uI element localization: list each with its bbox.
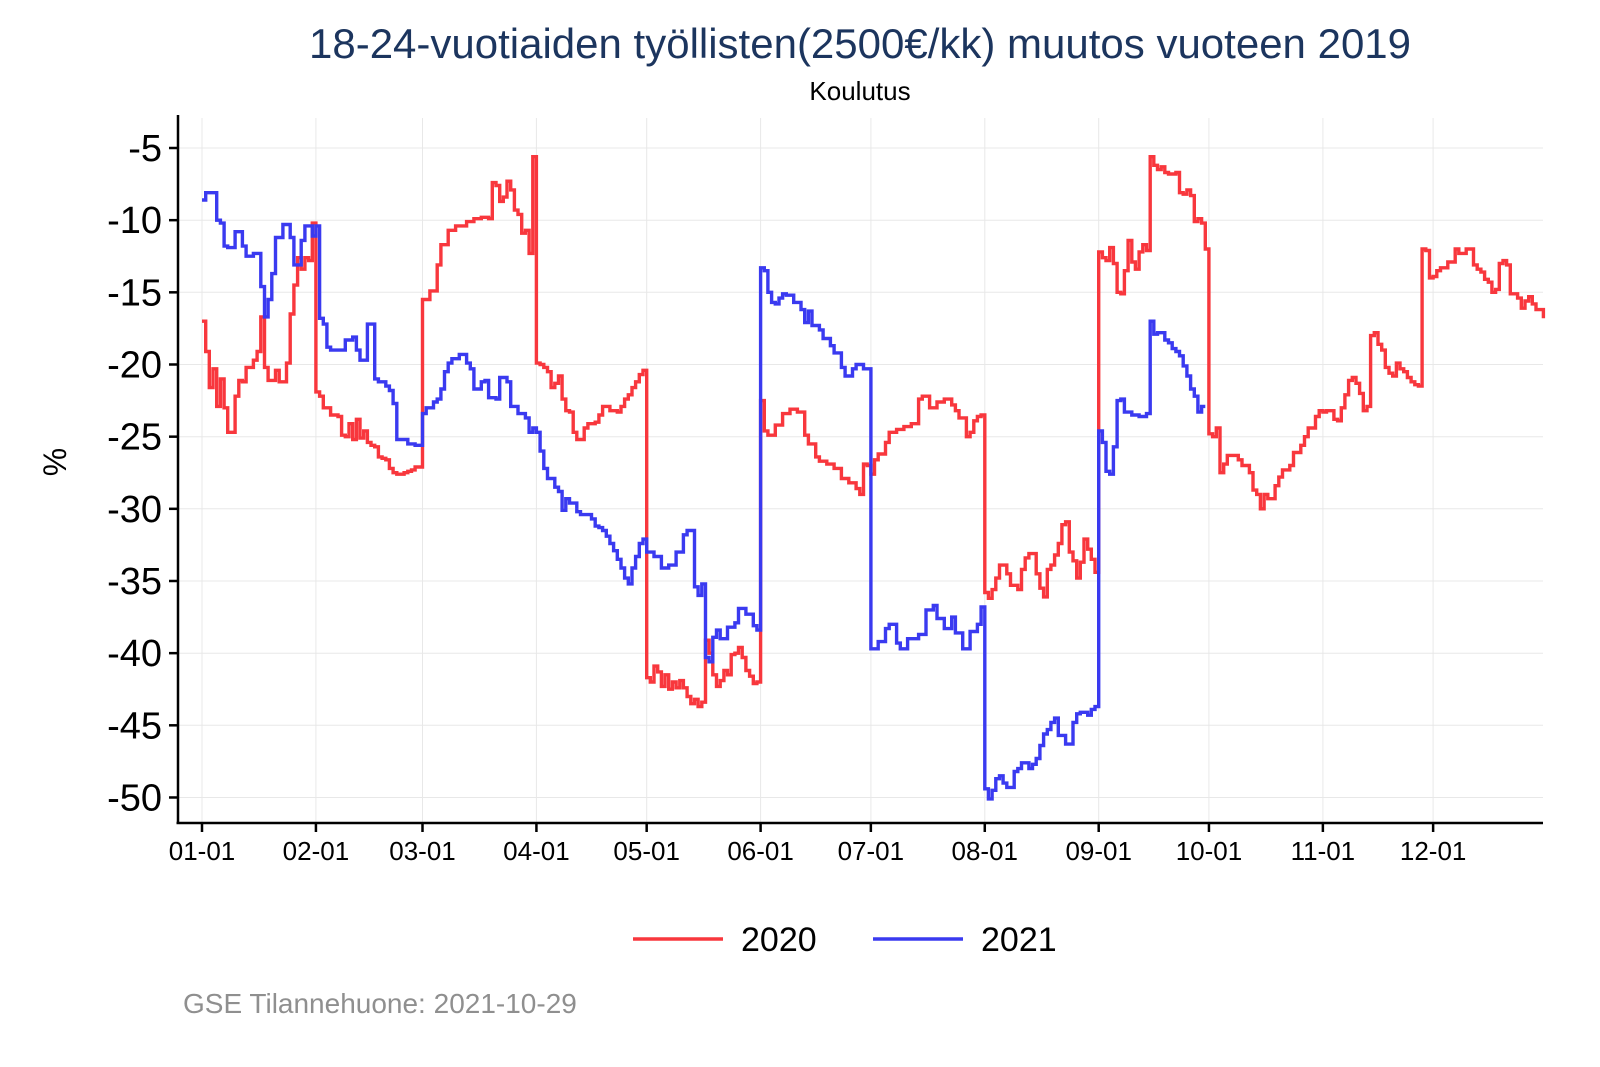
- series-2020-path: [202, 155, 1546, 709]
- x-tick-label: 01-01: [169, 836, 236, 866]
- x-tick-label: 08-01: [952, 836, 1019, 866]
- x-tick-label: 09-01: [1065, 836, 1132, 866]
- chart-title: 18-24-vuotiaiden työllisten(2500€/kk) mu…: [309, 20, 1411, 67]
- x-tick-label: 06-01: [727, 836, 794, 866]
- x-tick-label: 02-01: [283, 836, 350, 866]
- x-tick-label: 12-01: [1400, 836, 1467, 866]
- x-tick-label: 11-01: [1291, 836, 1356, 866]
- y-axis-label: %: [37, 448, 73, 476]
- y-tick-label: -20: [107, 344, 162, 386]
- x-tick-label: 05-01: [613, 836, 680, 866]
- y-tick-label: -50: [107, 777, 162, 819]
- legend: 2020 2021: [633, 921, 1057, 959]
- y-tick-label: -10: [107, 200, 162, 242]
- x-tick-label: 07-01: [838, 836, 905, 866]
- y-tick-label: -25: [107, 417, 162, 459]
- legend-label-2020: 2020: [741, 921, 817, 959]
- series-2021-path: [202, 191, 1206, 801]
- y-tick-label: -40: [107, 633, 162, 675]
- y-tick-label: -35: [107, 561, 162, 603]
- x-tick-label: 10-01: [1176, 836, 1243, 866]
- legend-label-2021: 2021: [981, 921, 1057, 959]
- source-note: GSE Tilannehuone: 2021-10-29: [183, 988, 577, 1019]
- x-tick-label: 04-01: [503, 836, 570, 866]
- chart-subtitle: Koulutus: [809, 76, 910, 106]
- y-tick-label: -30: [107, 489, 162, 531]
- x-tick-label: 03-01: [389, 836, 456, 866]
- y-tick-label: -5: [128, 128, 162, 170]
- y-tick-label: -45: [107, 705, 162, 747]
- y-tick-label: -15: [107, 272, 162, 314]
